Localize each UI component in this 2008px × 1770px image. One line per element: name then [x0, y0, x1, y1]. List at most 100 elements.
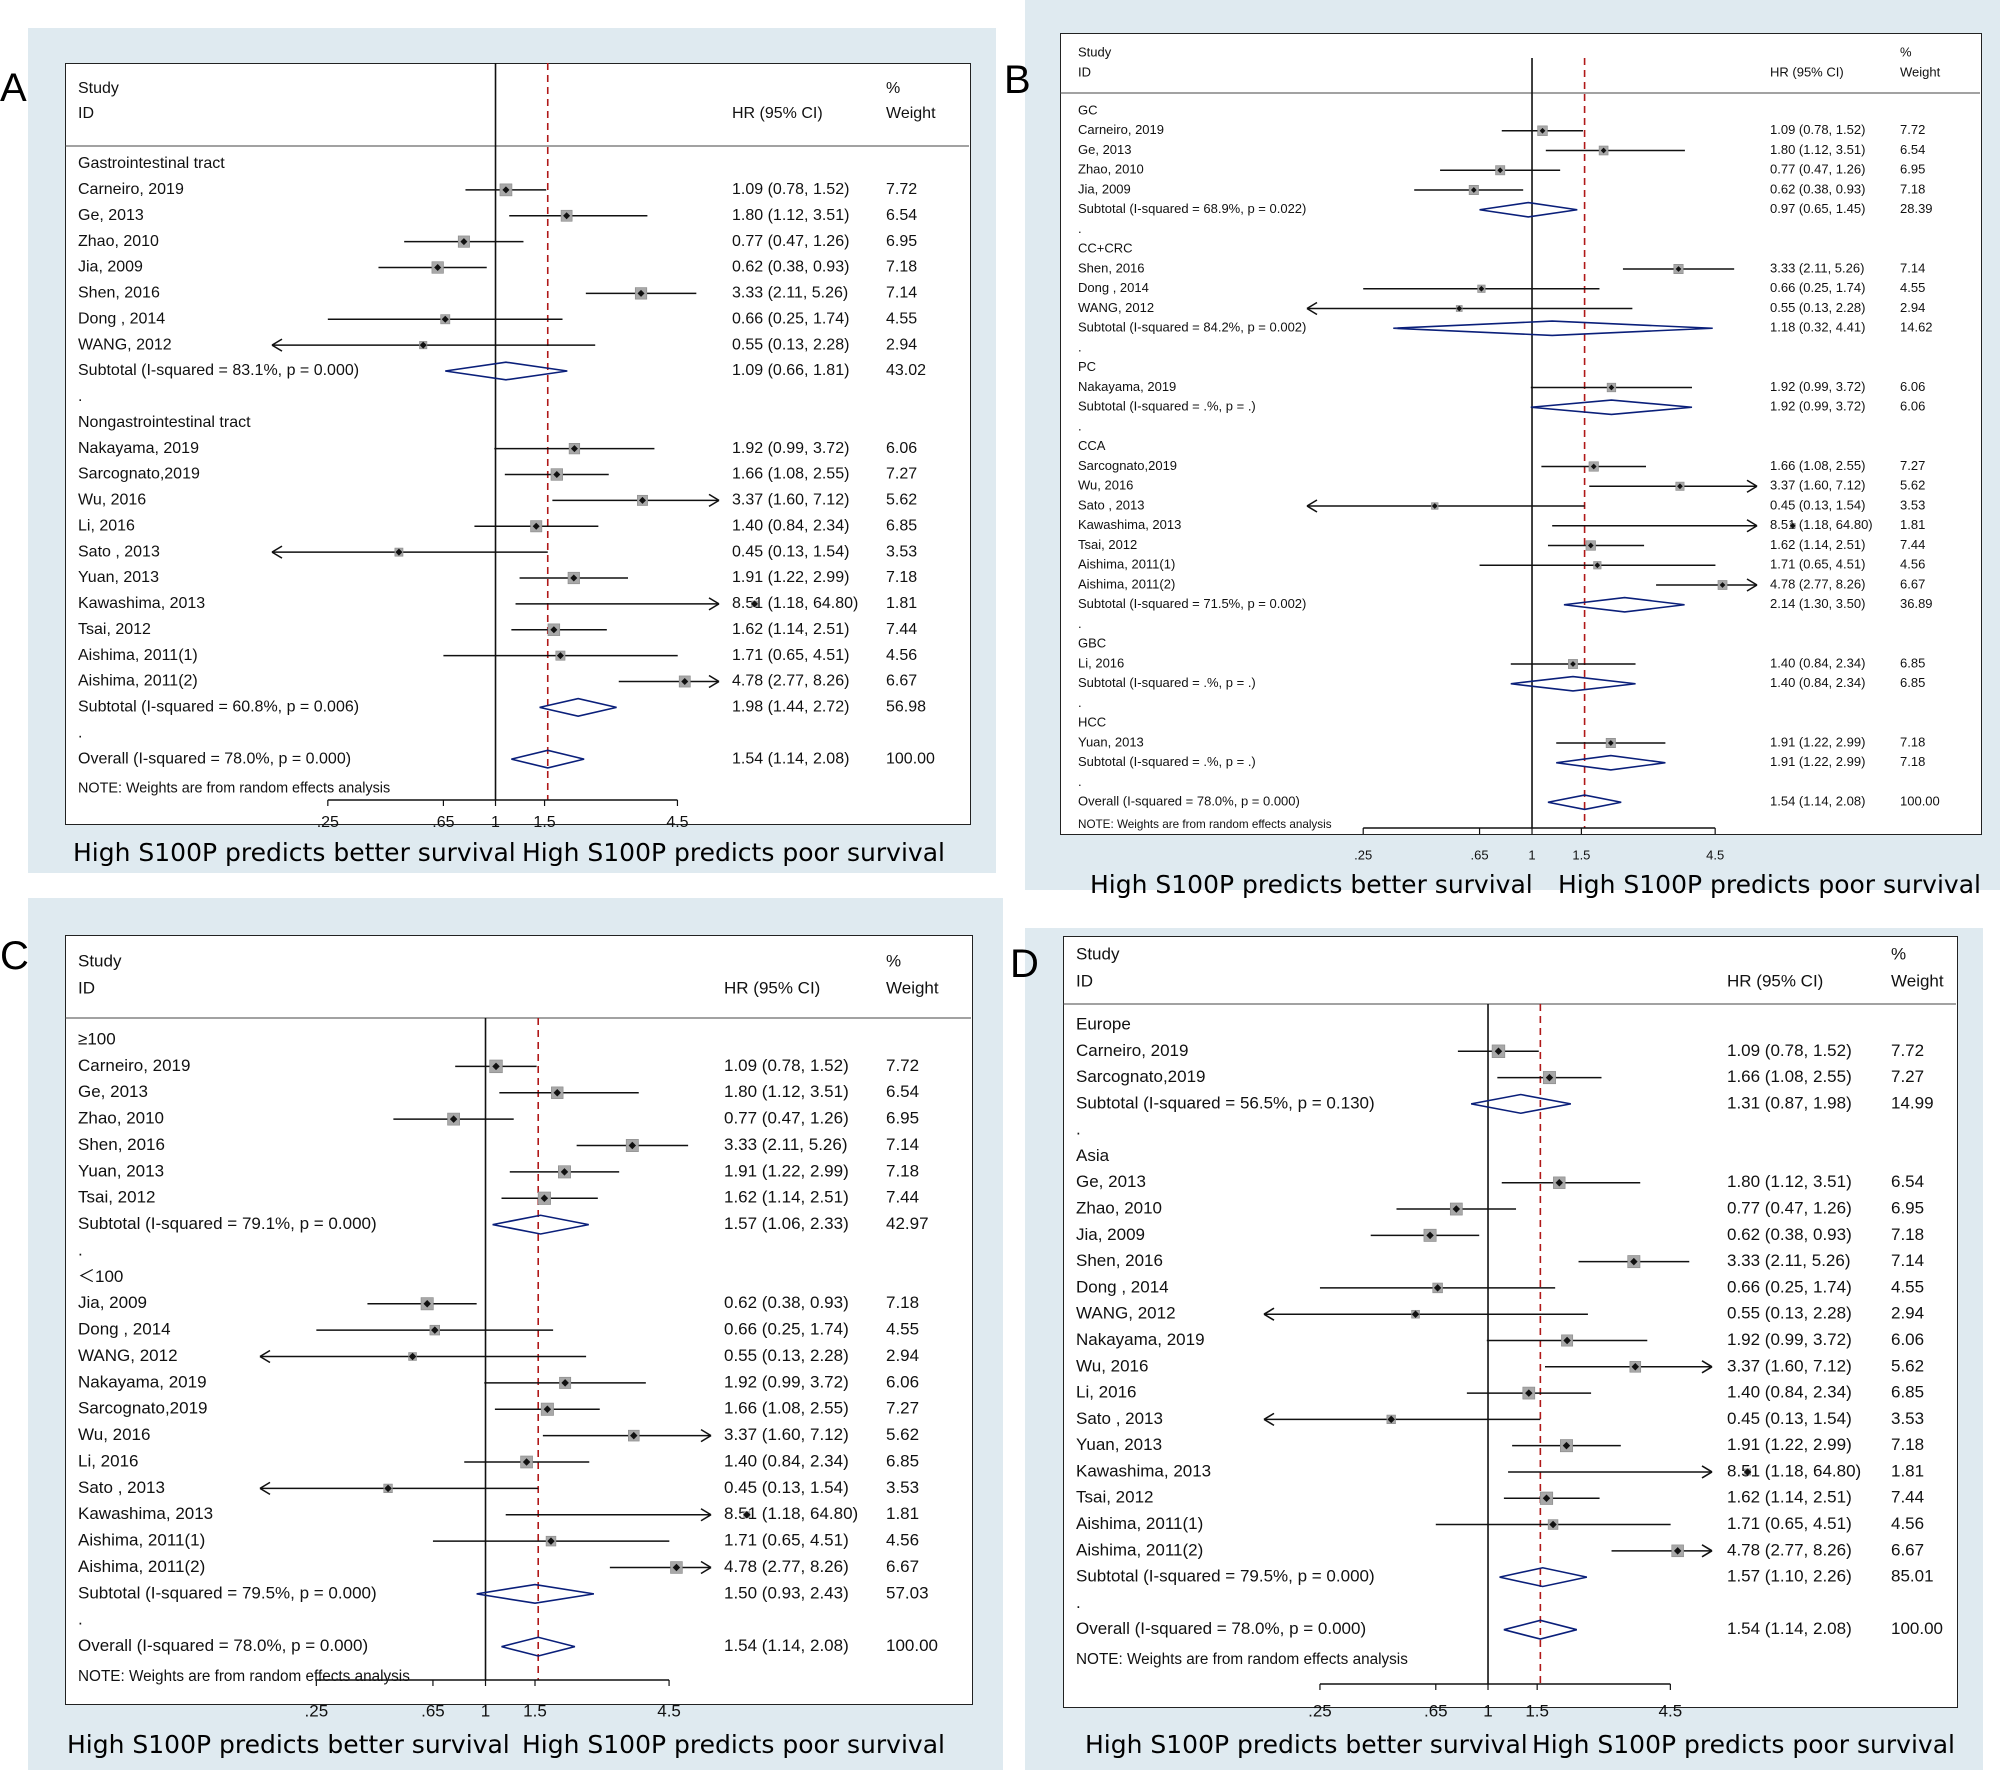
pa-tick-label-.25: .25 — [317, 814, 339, 831]
pa-diamond-overall-23 — [511, 749, 585, 769]
pb-row-ci-ge-2013: 1.80 (1.12, 3.51) — [1770, 142, 1865, 157]
pc-row-ci-zhao-2010: 0.77 (0.47, 1.26) — [724, 1109, 849, 1128]
pc-row-weight-sarcognato-2019: 7.27 — [886, 1399, 919, 1418]
pb-row-ci-shen-2016: 3.33 (2.11, 5.26) — [1770, 260, 1864, 275]
pb-row-ci-wang-2012: 0.55 (0.13, 2.28) — [1770, 300, 1865, 315]
panel-b-foot-right: High S100P predicts poor survival — [1558, 870, 1981, 899]
pa-row-label-dot: . — [78, 724, 82, 741]
pd-row-weight-sato-2013: 3.53 — [1891, 1409, 1924, 1428]
pc-row-label-zhao-2010: Zhao, 2010 — [78, 1109, 164, 1128]
pb-point-kawashima-2013 — [1789, 522, 1796, 529]
pa-row-weight-wang-2012: 2.94 — [886, 336, 917, 353]
pa-row-ci-li-2016: 1.40 (0.84, 2.34) — [732, 517, 849, 534]
pb-row-label-dot: . — [1078, 774, 1082, 789]
pb-point-aishima-2011-2 — [1719, 582, 1726, 588]
pd-row-label-ge-2013: Ge, 2013 — [1076, 1172, 1146, 1191]
pb-point-tsai-2012 — [1587, 542, 1594, 549]
pb-row-label-dot: . — [1078, 339, 1082, 354]
pd-row-ci-jia-2009: 0.62 (0.38, 0.93) — [1727, 1225, 1852, 1244]
pa-point-kawashima-2013 — [751, 600, 759, 608]
pd-row-ci-aishima-2011-1: 1.71 (0.65, 4.51) — [1727, 1514, 1852, 1533]
pc-row-weight-tsai-2012: 7.44 — [886, 1188, 919, 1207]
pc-row-ci-subtotal-i-squared-79-1-p-0-000: 1.57 (1.06, 2.33) — [724, 1214, 849, 1233]
pb-row-label-dot: . — [1078, 221, 1082, 236]
pc-note: NOTE: Weights are from random effects an… — [78, 1668, 410, 1685]
pd-row-weight-dong-2014: 4.55 — [1891, 1277, 1924, 1296]
pc-arrow-left-sato-2013 — [259, 1481, 271, 1496]
pa-point-li-2016 — [532, 522, 540, 530]
pa-row-ci-subtotal-i-squared-83-1-p-0-000: 1.09 (0.66, 1.81) — [732, 362, 849, 379]
pc-point-wu-2016 — [630, 1431, 638, 1440]
pb-row-ci-zhao-2010: 0.77 (0.47, 1.26) — [1770, 162, 1865, 177]
pc-row-ci-tsai-2012: 1.62 (1.14, 2.51) — [724, 1188, 849, 1207]
pb-row-label-dot: . — [1078, 616, 1082, 631]
panel-c — [28, 898, 1003, 1770]
pd-row-label-aishima-2011-2: Aishima, 2011(2) — [1076, 1540, 1203, 1559]
pc-row-weight-sato-2013: 3.53 — [886, 1478, 919, 1497]
pa-row-label-subtotal-i-squared-60-8-p-0-006: Subtotal (I-squared = 60.8%, p = 0.006) — [78, 699, 359, 716]
pd-row-weight-sarcognato-2019: 7.27 — [1891, 1067, 1924, 1086]
pb-row-label-subtotal-i-squared-84-2-p-0-002: Subtotal (I-squared = 84.2%, p = 0.002) — [1078, 320, 1306, 335]
pc-header-study: Study — [78, 951, 122, 970]
pd-arrow-right-aishima-2011-2 — [1701, 1544, 1713, 1558]
pa-row-weight-aishima-2011-1: 4.56 — [886, 647, 917, 664]
pd-row-ci-dong-2014: 0.66 (0.25, 1.74) — [1727, 1277, 1852, 1296]
pd-header-id: ID — [1076, 971, 1093, 990]
pa-diamond-subtotal-21 — [539, 697, 617, 717]
pd-row-ci-kawashima-2013: 8.51 (1.18, 64.80) — [1727, 1461, 1861, 1480]
pc-row-label-sato-2013: Sato , 2013 — [78, 1478, 165, 1497]
pb-point-jia-2009 — [1470, 187, 1477, 193]
pd-point-tsai-2012 — [1542, 1494, 1551, 1502]
pd-row-label-tsai-2012: Tsai, 2012 — [1076, 1488, 1154, 1507]
pd-diamond-subtotal-21 — [1499, 1566, 1588, 1588]
pb-row-label-cc-crc: CC+CRC — [1078, 241, 1133, 256]
pd-row-label-li-2016: Li, 2016 — [1076, 1383, 1137, 1402]
pb-row-label-subtotal-i-squared-p: Subtotal (I-squared = .%, p = .) — [1078, 675, 1256, 690]
panel-b-plot — [1060, 33, 1982, 835]
pb-header-study: Study — [1078, 44, 1112, 59]
pa-row-label-wang-2012: WANG, 2012 — [78, 336, 172, 353]
pc-row-label-aishima-2011-2: Aishima, 2011(2) — [78, 1557, 205, 1576]
pc-row-ci-subtotal-i-squared-79-5-p-0-000: 1.50 (0.93, 2.43) — [724, 1583, 849, 1602]
pb-diamond-subtotal-15 — [1530, 399, 1693, 416]
pb-point-li-2016 — [1570, 661, 1576, 667]
pa-tick-label-.65: .65 — [432, 814, 454, 831]
pb-row-label-aishima-2011-1: Aishima, 2011(1) — [1078, 557, 1175, 572]
pb-point-yuan-2013 — [1607, 740, 1614, 746]
pb-row-label-cca: CCA — [1078, 438, 1106, 453]
pc-point-li-2016 — [522, 1458, 531, 1466]
pa-point-ge-2013 — [563, 212, 571, 220]
pc-row-weight-dong-2014: 4.55 — [886, 1320, 919, 1339]
pc-arrow-left-wang-2012 — [259, 1349, 271, 1364]
pb-tick-label-.65: .65 — [1471, 847, 1489, 862]
pd-row-weight-subtotal-i-squared-79-5-p-0-000: 85.01 — [1891, 1567, 1934, 1586]
pd-row-label-subtotal-i-squared-79-5-p-0-000: Subtotal (I-squared = 79.5%, p = 0.000) — [1076, 1567, 1375, 1586]
pb-row-label-dot: . — [1078, 418, 1082, 433]
pd-row-ci-subtotal-i-squared-56-5-p-0-130: 1.31 (0.87, 1.98) — [1727, 1093, 1852, 1112]
pd-row-label-carneiro-2019: Carneiro, 2019 — [1076, 1041, 1188, 1060]
pb-row-weight-nakayama-2019: 6.06 — [1900, 379, 1925, 394]
pc-row-label-carneiro-2019: Carneiro, 2019 — [78, 1056, 190, 1075]
pc-row-ci-sarcognato-2019: 1.66 (1.08, 2.55) — [724, 1399, 849, 1418]
pa-tick-label-1.5: 1.5 — [533, 814, 555, 831]
pd-row-weight-wang-2012: 2.94 — [1891, 1304, 1924, 1323]
pd-row-weight-ge-2013: 6.54 — [1891, 1172, 1924, 1191]
pd-row-ci-nakayama-2019: 1.92 (0.99, 3.72) — [1727, 1330, 1852, 1349]
pd-tick-label-4.5: 4.5 — [1659, 1701, 1683, 1720]
pd-header-study: Study — [1076, 944, 1120, 963]
pb-row-ci-overall-i-squared-78-0-p-0-000: 1.54 (1.14, 2.08) — [1770, 794, 1865, 809]
pc-row-label-wang-2012: WANG, 2012 — [78, 1346, 178, 1365]
pb-arrow-right-wu-2016 — [1746, 479, 1758, 493]
pd-row-weight-li-2016: 6.85 — [1891, 1383, 1924, 1402]
pa-point-wang-2012 — [419, 341, 427, 349]
pc-header-pct: % — [886, 951, 901, 970]
pa-row-label-aishima-2011-2: Aishima, 2011(2) — [78, 673, 198, 690]
pa-row-weight-sarcognato-2019: 7.27 — [886, 466, 917, 483]
pc-row-label-sarcognato-2019: Sarcognato,2019 — [78, 1399, 208, 1418]
pd-point-sarcognato-2019 — [1545, 1073, 1554, 1082]
panel-letter-d: D — [1010, 942, 1039, 986]
pb-row-weight-aishima-2011-2: 6.67 — [1900, 576, 1925, 591]
pd-row-label-aishima-2011-1: Aishima, 2011(1) — [1076, 1514, 1203, 1533]
pb-row-ci-subtotal-i-squared-68-9-p-0-022: 0.97 (0.65, 1.45) — [1770, 201, 1865, 216]
pa-tick-label-4.5: 4.5 — [666, 814, 688, 831]
